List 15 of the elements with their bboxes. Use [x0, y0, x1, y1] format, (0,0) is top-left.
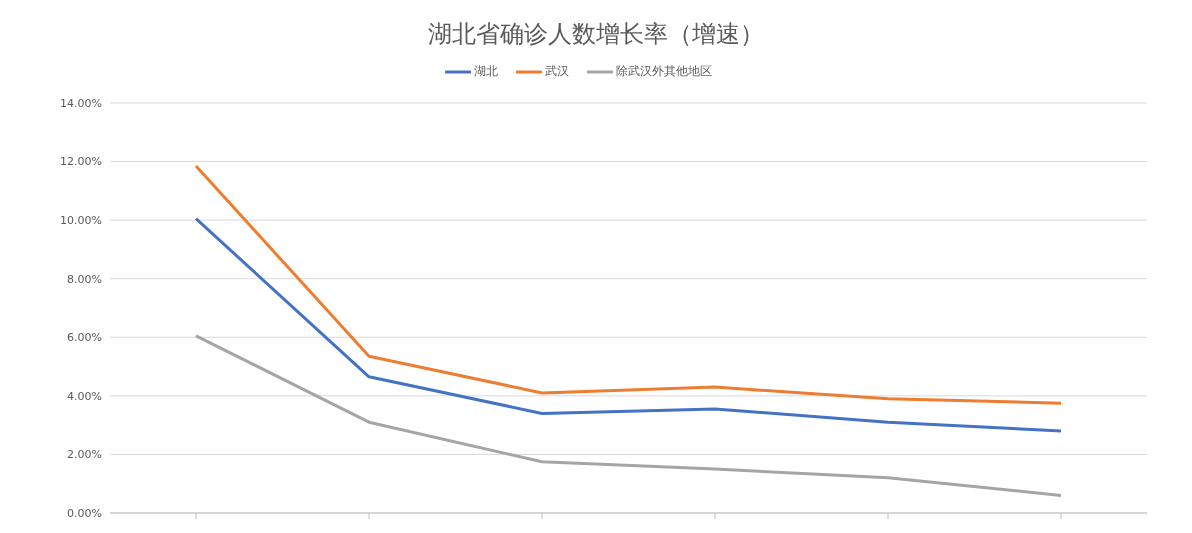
y-tick-label: 6.00%	[67, 331, 102, 345]
legend-label: 除武汉外其他地区	[616, 63, 712, 80]
legend-label: 武汉	[545, 63, 569, 80]
y-tick-label: 10.00%	[60, 214, 102, 228]
y-tick-label: 4.00%	[67, 389, 102, 403]
y-tick-label: 14.00%	[60, 96, 102, 110]
y-tick-label: 12.00%	[60, 155, 102, 169]
y-tick-label: 8.00%	[67, 272, 102, 286]
y-tick-label: 2.00%	[67, 448, 102, 462]
y-tick-label: 0.00%	[67, 506, 102, 520]
line-series	[194, 334, 1063, 497]
legend-label: 湖北	[474, 63, 498, 80]
chart-title: 湖北省确诊人数增长率（增速）	[427, 19, 765, 50]
line-series	[194, 164, 1063, 405]
line-series	[194, 217, 1063, 433]
